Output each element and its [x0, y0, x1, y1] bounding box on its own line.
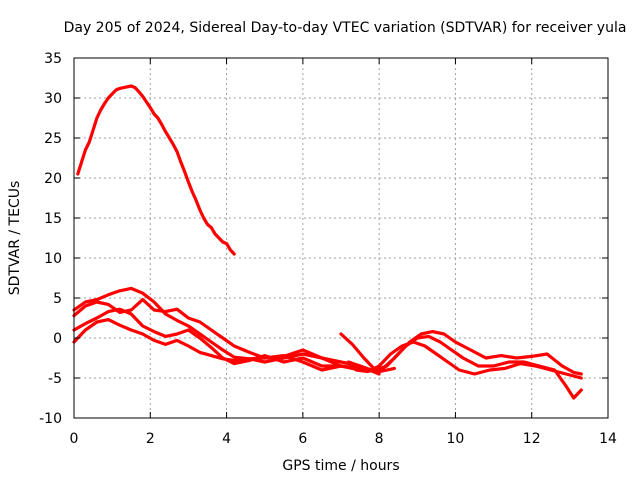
x-tick-label: 12 [523, 431, 541, 447]
plot-frame [73, 57, 609, 419]
series-line-arc-g [354, 340, 583, 380]
x-axis-ticks: 0 2 4 6 8 10 12 14 [70, 58, 617, 447]
series-line-arc-high [76, 84, 236, 256]
x-axis-label: GPS time / hours [282, 458, 399, 474]
y-axis-ticks: -10 -5 0 5 10 15 20 25 30 35 [39, 51, 608, 427]
series-line-arc-c [72, 307, 362, 370]
y-tick-label: 35 [44, 51, 62, 67]
x-tick-label: 14 [599, 431, 617, 447]
x-tick-label: 10 [447, 431, 465, 447]
x-tick-label: 4 [222, 431, 231, 447]
x-tick-label: 0 [70, 431, 79, 447]
x-tick-label: 8 [375, 431, 384, 447]
y-tick-label: -10 [39, 411, 62, 427]
y-tick-label: 25 [44, 131, 62, 147]
y-tick-label: 5 [53, 291, 62, 307]
y-tick-label: 10 [44, 251, 62, 267]
y-tick-label: 15 [44, 211, 62, 227]
series-line-arc-d [72, 318, 343, 372]
y-axis-label: SDTVAR / TECUs [7, 181, 23, 296]
series-group [72, 84, 583, 400]
x-tick-label: 2 [146, 431, 155, 447]
chart-title: Day 205 of 2024, Sidereal Day-to-day VTE… [64, 20, 627, 36]
grid [74, 58, 608, 418]
x-tick-label: 6 [298, 431, 307, 447]
y-tick-label: 0 [53, 331, 62, 347]
y-tick-label: -5 [48, 371, 62, 387]
y-tick-label: 30 [44, 91, 62, 107]
y-tick-label: 20 [44, 171, 62, 187]
